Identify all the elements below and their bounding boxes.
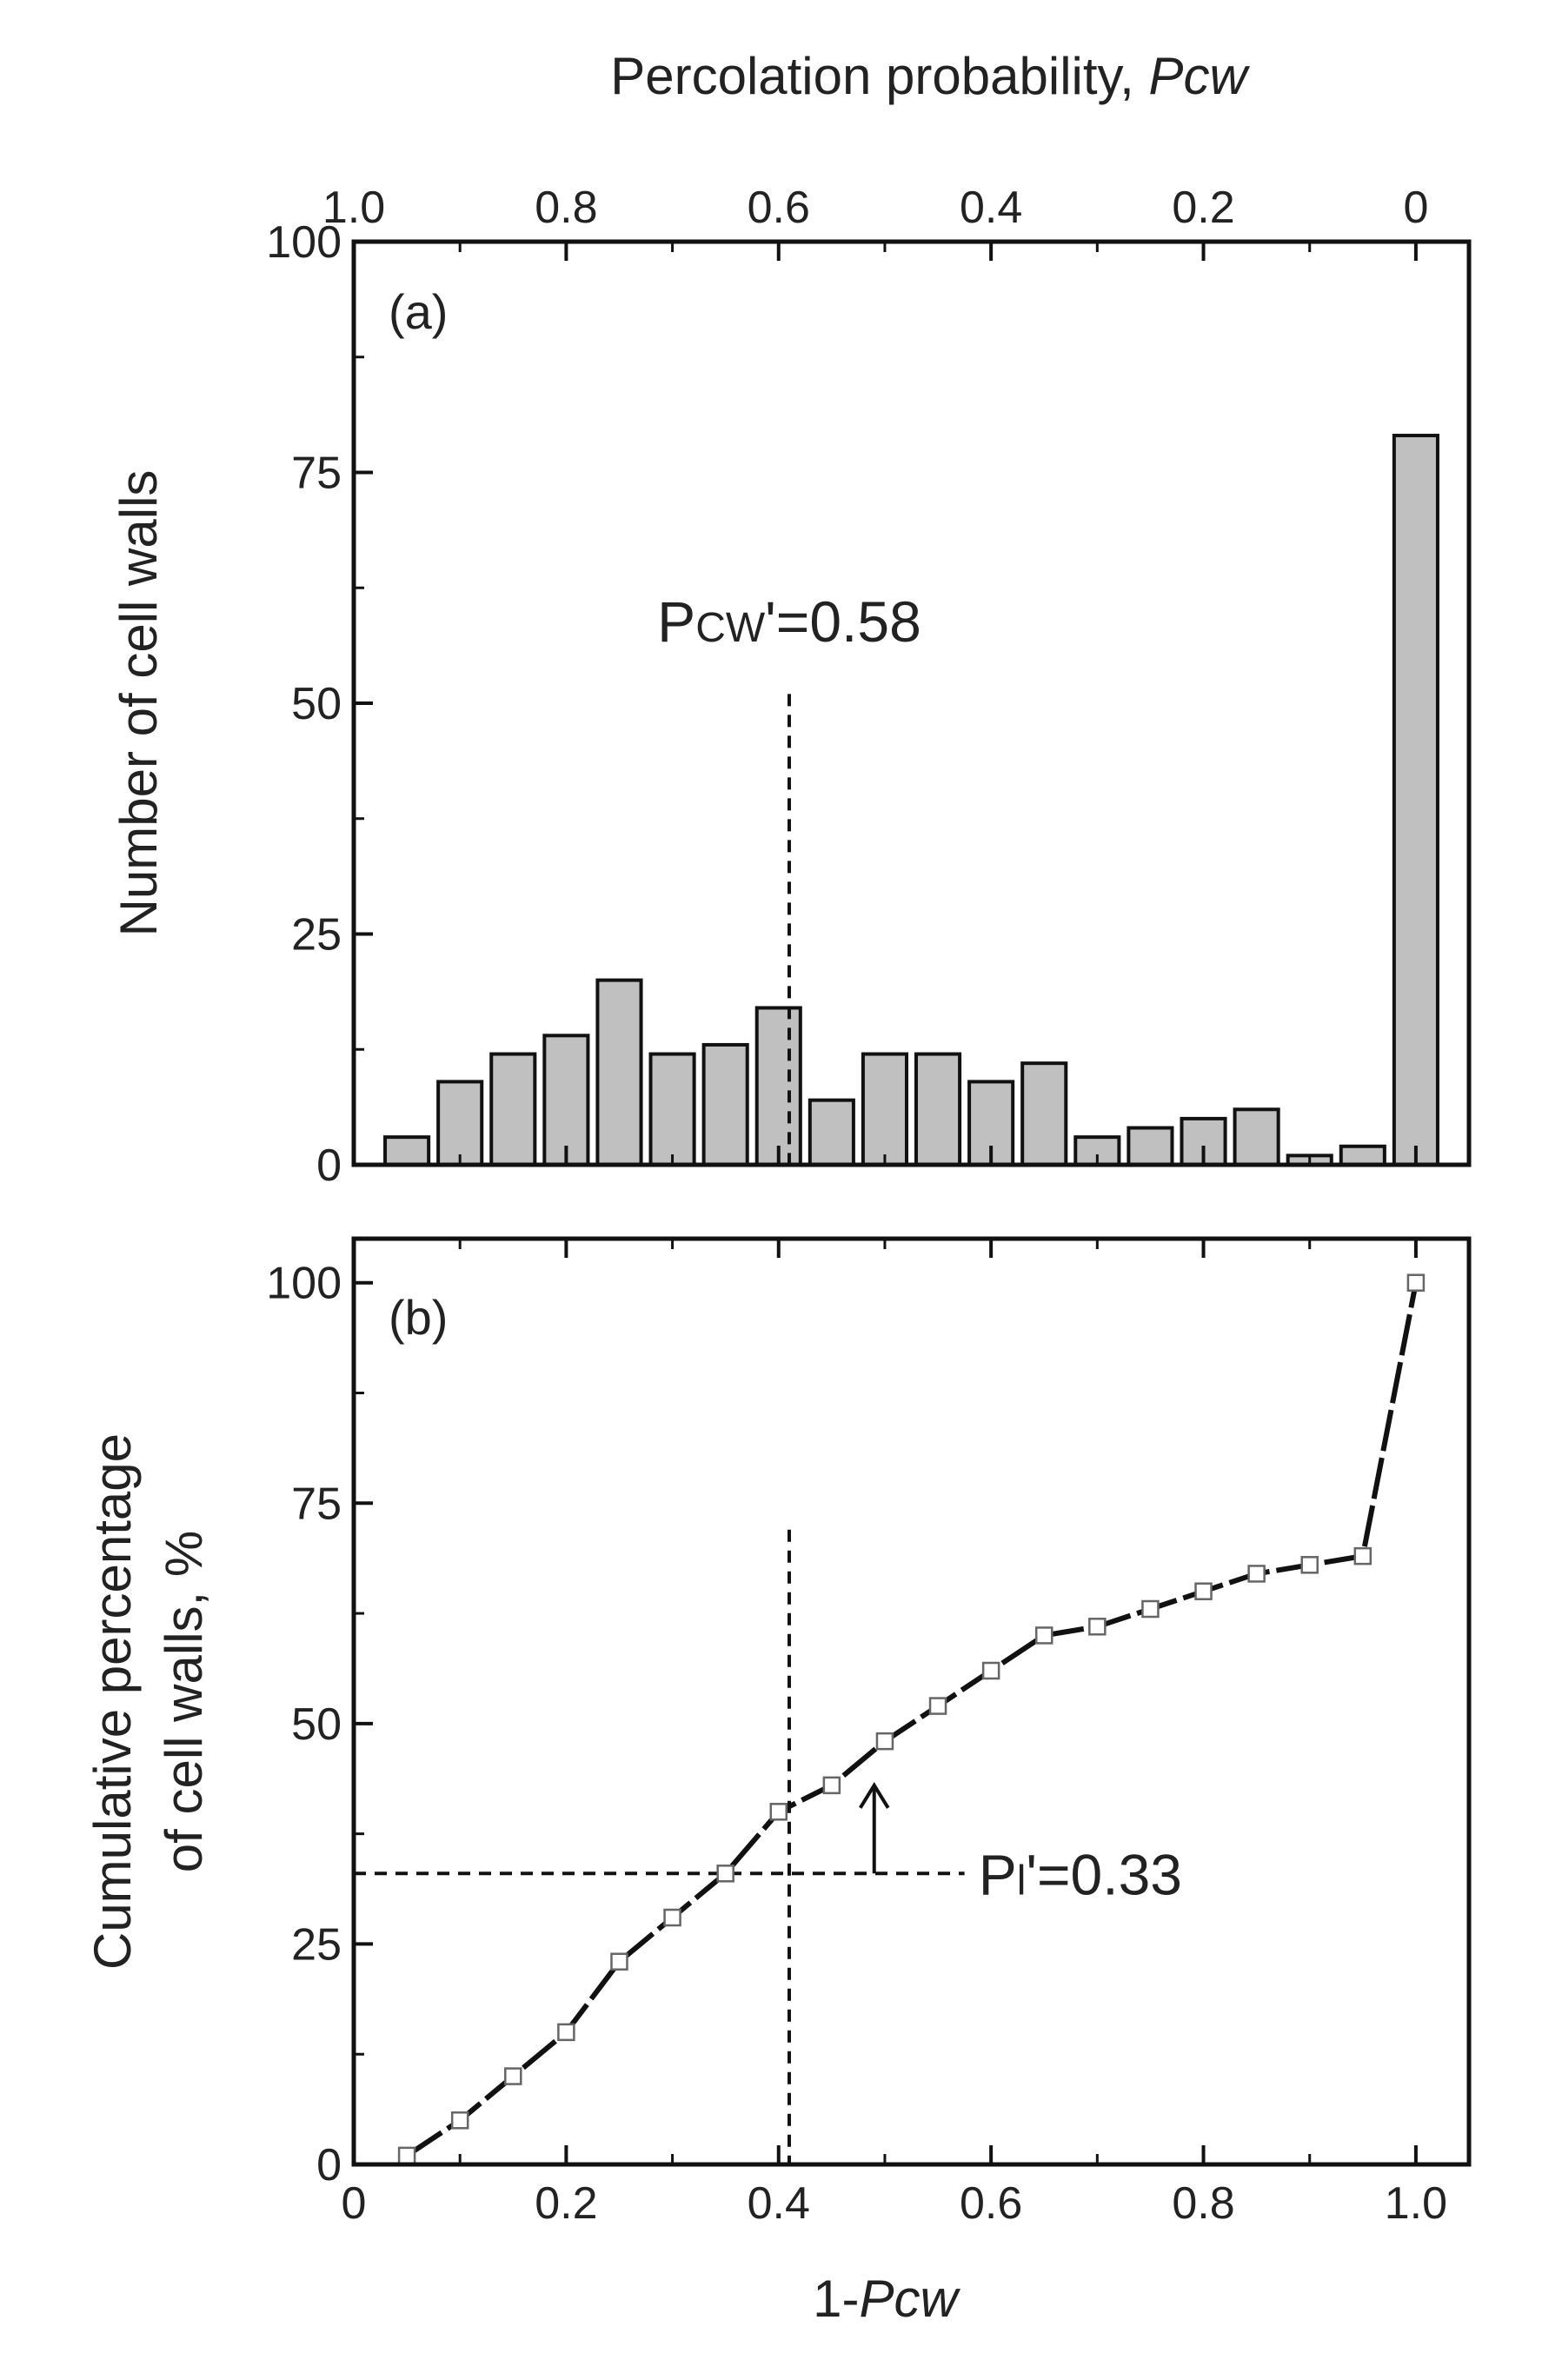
panel-a-frame (351, 239, 1472, 1167)
pcw-annotation-suffix: '=0.58 (765, 589, 921, 654)
data-point-marker (981, 1661, 1000, 1680)
x-tick-label: 1.0 (1385, 2178, 1447, 2229)
data-point-marker (1034, 1626, 1053, 1645)
histogram-bars (383, 434, 1439, 1167)
pl-annotation-suffix: '=0.33 (1026, 1842, 1182, 1906)
panel-b-y-axis-title-line1: Cumulative percentage (83, 1433, 142, 1970)
pl-annotation-text: Pl'=0.33 (979, 1842, 1182, 1906)
histogram-bar (701, 1042, 749, 1167)
y-tick-label: 100 (266, 217, 342, 268)
data-point-marker (663, 1908, 681, 1927)
histogram-bar (1020, 1061, 1068, 1167)
data-point-marker (1300, 1556, 1319, 1574)
x-tick-label: 0.4 (748, 2178, 810, 2229)
histogram-bar (914, 1052, 962, 1167)
y-tick-label: 75 (291, 1479, 342, 1529)
panel-a-top-axis: 1.0 0.8 0.6 0.4 0.2 0 (322, 183, 1428, 1165)
data-point-marker (397, 2146, 416, 2165)
y-tick-label: 50 (291, 1699, 342, 1750)
data-point-marker (1247, 1565, 1266, 1583)
x-tick-label: 0 (342, 2178, 367, 2229)
panel-b-label: (b) (389, 1290, 448, 1345)
cumulative-line (397, 1273, 1426, 2165)
bottom-axis-title: 1-Pcw (813, 2270, 960, 2328)
histogram-bar (383, 1135, 431, 1167)
top-tick-label: 0.6 (748, 183, 810, 233)
histogram-bar (1233, 1107, 1280, 1167)
histogram-bar (489, 1052, 537, 1167)
y-tick-label: 75 (291, 449, 342, 499)
panel-b-y-axis: 0 25 50 75 100 (266, 1259, 373, 2191)
histogram-bar (754, 1006, 802, 1167)
x-tick-label: 0.2 (535, 2178, 597, 2229)
data-point-marker (1141, 1599, 1160, 1619)
top-axis-title-italic: Pcw (1148, 47, 1250, 105)
panel-a-y-axis-title: Number of cell walls (110, 470, 168, 937)
histogram-bar (1127, 1126, 1174, 1167)
data-point-marker (716, 1865, 734, 1883)
histogram-bar (1339, 1144, 1386, 1167)
pl-annotation: Pl'=0.33 (859, 1782, 1182, 1906)
top-tick-label: 0.4 (960, 183, 1022, 233)
arrow-head (859, 1782, 890, 1809)
histogram-bar (595, 978, 643, 1167)
histogram-bar (1392, 434, 1439, 1167)
y-tick-label: 0 (316, 2140, 342, 2191)
y-tick-label: 25 (291, 910, 342, 961)
panel-a-histogram: PCW'=0.58 0 25 50 75 100 1.0 0.8 0.6 0.4 0.2 0 (a… (110, 47, 1472, 1191)
bottom-axis-title-main: 1- (813, 2270, 859, 2328)
data-point-marker (557, 2023, 575, 2042)
pcw-annotation-text: PCW'=0.58 (657, 589, 921, 654)
data-point-marker (1353, 1546, 1373, 1566)
guide-lines (354, 1529, 965, 2164)
y-tick-label: 25 (291, 1919, 342, 1970)
histogram-bar (542, 1034, 590, 1167)
pcw-annotation-sub: CW (695, 605, 766, 651)
data-point-marker (769, 1803, 788, 1821)
panel-a-label: (a) (389, 284, 448, 339)
top-tick-label: 0.2 (1172, 183, 1234, 233)
histogram-bar (808, 1098, 855, 1167)
pcw-annotation-prefix: P (657, 589, 695, 654)
data-point-marker (1194, 1582, 1213, 1600)
top-axis-title: Percolation probability, Pcw (610, 47, 1250, 105)
panel-b-y-axis-title-line2: of cell walls, % (155, 1531, 213, 1872)
data-point-marker (1088, 1618, 1107, 1636)
histogram-bar (861, 1052, 909, 1167)
y-tick-label: 0 (316, 1140, 342, 1191)
histogram-bar (436, 1080, 484, 1167)
panel-b-x-axis: 0 0.2 0.4 0.6 0.8 1.0 (342, 1239, 1447, 2229)
y-tick-label: 50 (291, 679, 342, 729)
top-tick-label: 0 (1403, 183, 1428, 233)
data-point-marker (610, 1952, 628, 1971)
data-point-marker (928, 1697, 947, 1715)
panel-b-frame (351, 1236, 1472, 2167)
x-tick-label: 0.6 (960, 2178, 1022, 2229)
data-point-marker (822, 1776, 841, 1795)
top-tick-label: 1.0 (322, 183, 385, 233)
top-tick-label: 0.8 (535, 183, 597, 233)
pcw-annotation: PCW'=0.58 (657, 589, 921, 1165)
y-tick-label: 100 (266, 1259, 342, 1309)
top-axis-title-main: Percolation probability, (610, 47, 1148, 105)
data-point-marker (450, 2111, 469, 2130)
histogram-bar (648, 1052, 696, 1167)
pl-annotation-sub: l (1017, 1858, 1027, 1904)
x-tick-label: 0.8 (1172, 2178, 1234, 2229)
bottom-axis-title-italic: Pcw (860, 2270, 961, 2328)
data-point-marker (504, 2067, 522, 2085)
data-point-marker (875, 1732, 894, 1751)
data-point-marker (1406, 1273, 1426, 1292)
panel-b-cumulative: Pl'=0.33 0 25 50 75 100 0 0.2 0.4 0.6 0.8 1.0 (b)… (83, 1236, 1472, 2328)
pl-annotation-prefix: P (979, 1842, 1017, 1906)
panel-a-y-axis: 0 25 50 75 100 (266, 217, 373, 1191)
